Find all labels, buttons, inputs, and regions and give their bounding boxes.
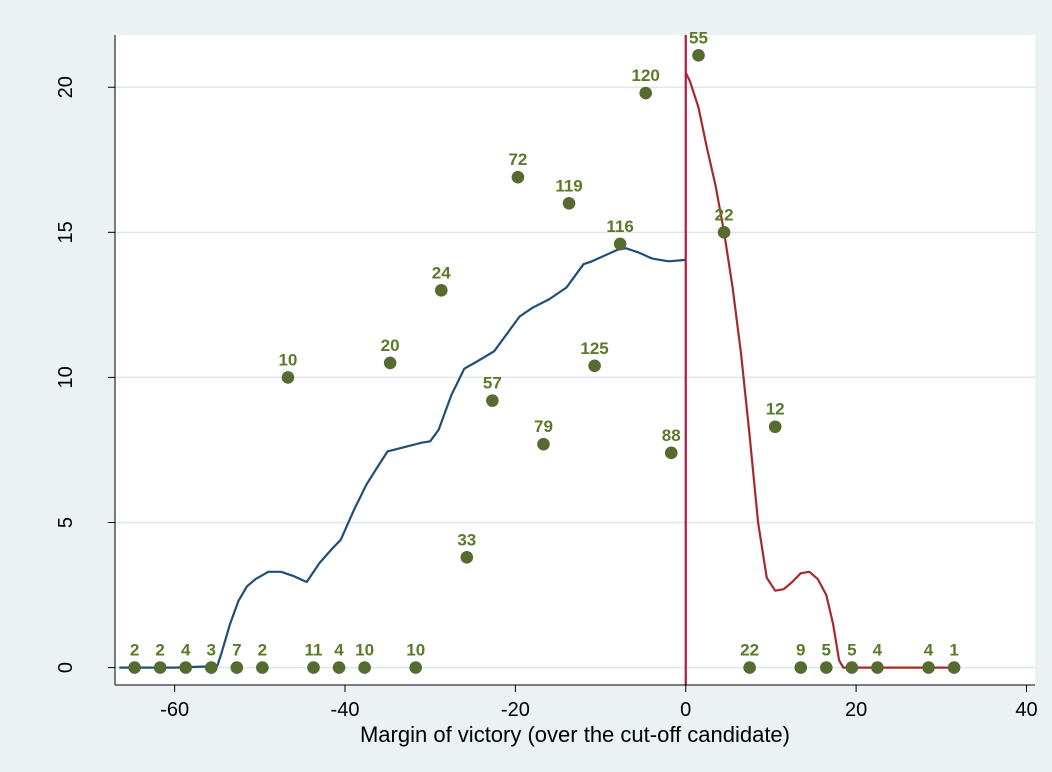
data-point	[230, 661, 244, 674]
y-tick-label: 20	[55, 76, 77, 98]
data-point-label: 24	[432, 263, 451, 282]
data-point-label: 125	[580, 339, 608, 358]
data-point-label: 120	[632, 66, 660, 85]
data-point-label: 9	[796, 641, 805, 660]
data-point	[537, 437, 550, 451]
data-point-label: 22	[715, 205, 734, 224]
y-tick-label: 0	[55, 662, 77, 673]
data-point-label: 11	[304, 641, 322, 660]
data-point	[794, 661, 808, 674]
data-point	[179, 661, 193, 674]
y-tick-label: 10	[55, 366, 77, 388]
data-point-label: 22	[740, 641, 759, 660]
data-point	[613, 237, 627, 251]
data-point-label: 20	[381, 336, 400, 355]
data-point-label: 116	[606, 217, 633, 236]
data-point-label: 33	[457, 530, 476, 549]
data-point	[486, 394, 499, 407]
data-point-label: 4	[924, 641, 934, 660]
data-point-label: 4	[334, 641, 344, 660]
data-point	[819, 661, 833, 674]
data-point-label: 10	[406, 641, 425, 660]
data-point	[383, 356, 397, 370]
left-fit-line	[119, 247, 686, 669]
data-point-label: 5	[822, 641, 831, 660]
data-point-label: 2	[155, 641, 164, 660]
data-point	[204, 661, 218, 674]
right-fit-line	[684, 72, 955, 669]
data-point-label: 79	[534, 417, 553, 436]
fit-lines	[119, 72, 955, 669]
data-point-label: 72	[508, 150, 527, 169]
data-point-label: 10	[278, 350, 297, 369]
data-point	[947, 661, 961, 674]
data-point	[922, 661, 935, 674]
data-point	[460, 551, 474, 564]
data-point	[128, 661, 141, 674]
data-point	[562, 197, 576, 210]
data-point-label: 4	[873, 641, 883, 660]
data-point-label: 3	[207, 641, 216, 660]
data-point	[588, 359, 601, 373]
x-tick-label: -60	[160, 699, 189, 721]
data-point	[871, 661, 884, 674]
y-tick-label: 5	[55, 517, 77, 528]
data-point-label: 88	[662, 426, 681, 445]
data-point	[511, 170, 525, 184]
data-point	[358, 661, 371, 674]
y-tick-label: 15	[55, 221, 77, 243]
data-point-label: 57	[483, 374, 502, 393]
data-point	[256, 661, 269, 674]
data-point-label: 2	[258, 641, 267, 660]
data-point	[409, 661, 423, 674]
x-tick-label: 0	[680, 699, 691, 721]
data-point	[153, 661, 167, 674]
x-tick-label: 20	[845, 699, 867, 721]
data-point	[845, 661, 859, 674]
data-point-label: 1	[949, 641, 958, 660]
data-point-label: 55	[689, 28, 708, 47]
data-point-label: 119	[555, 176, 582, 195]
data-point	[743, 661, 756, 674]
data-point	[307, 661, 320, 674]
data-point	[768, 420, 782, 434]
x-tick-label: -20	[501, 699, 530, 721]
data-point-label: 4	[181, 641, 191, 660]
data-point	[664, 446, 678, 460]
plot-area	[115, 35, 1035, 685]
x-axis-title: Margin of victory (over the cut-off cand…	[360, 722, 790, 747]
data-point-label: 2	[130, 641, 139, 660]
data-point-label: 7	[232, 641, 241, 660]
data-point	[639, 86, 653, 100]
data-point-label: 10	[355, 641, 374, 660]
x-tick-label: -40	[331, 699, 360, 721]
data-point	[717, 226, 731, 239]
data-point	[434, 284, 448, 297]
x-tick-label: 40	[1015, 699, 1037, 721]
data-point	[281, 371, 295, 384]
data-point-label: 5	[847, 641, 856, 660]
data-point	[332, 661, 346, 674]
data-point	[692, 49, 705, 62]
data-point-label: 12	[766, 400, 785, 419]
